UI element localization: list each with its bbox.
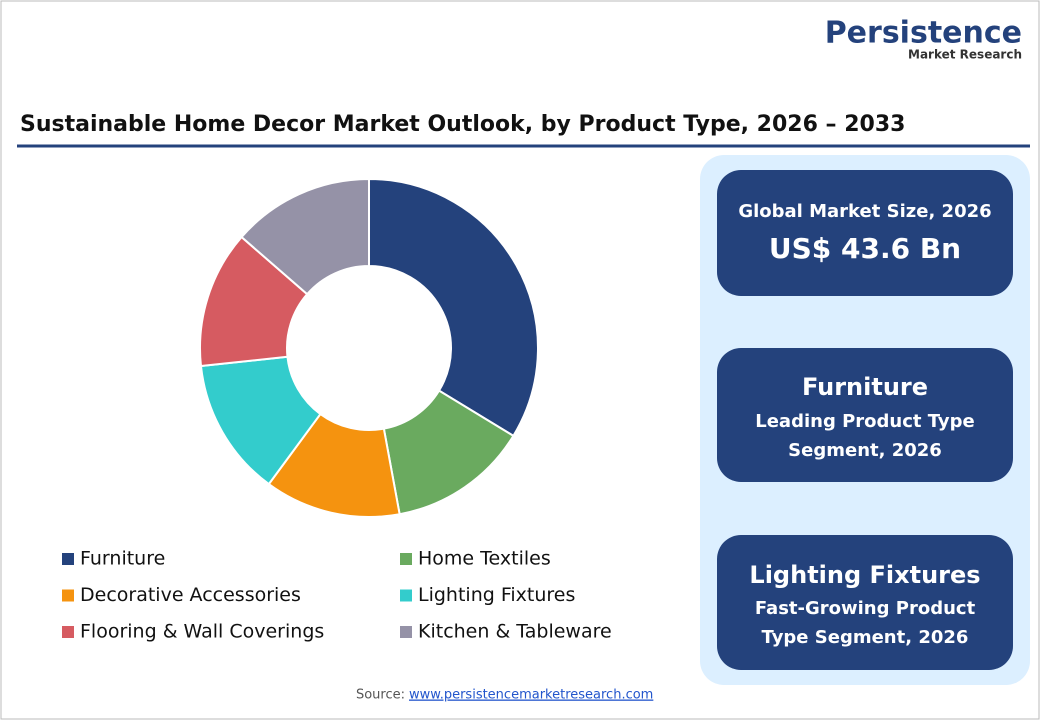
legend-swatch: [400, 553, 412, 565]
stat-value: US$ 43.6 Bn: [769, 232, 961, 265]
stat-value: Furniture: [802, 373, 928, 401]
legend-swatch: [62, 626, 74, 638]
source-prefix: Source:: [356, 688, 405, 703]
legend-label: Flooring & Wall Coverings: [80, 621, 324, 643]
logo-tagline: Market Research: [908, 48, 1022, 62]
legend-swatch: [62, 589, 74, 602]
stat-label: Leading Product Type: [755, 411, 975, 432]
donut-slice: [368, 177, 539, 438]
legend-swatch: [62, 553, 74, 565]
stat-label: Global Market Size, 2026: [738, 201, 991, 222]
stat-value: Lighting Fixtures: [749, 561, 980, 589]
legend-swatch: [400, 589, 412, 602]
stat-card: [717, 535, 1013, 670]
stat-label: Segment, 2026: [788, 440, 942, 461]
stat-card: [717, 170, 1013, 296]
stat-label: Fast-Growing Product: [755, 598, 976, 619]
legend-swatch: [400, 626, 412, 638]
chart-title: Sustainable Home Decor Market Outlook, b…: [20, 112, 905, 137]
legend-label: Home Textiles: [418, 548, 551, 570]
logo-name: Persistence: [825, 16, 1022, 51]
legend-label: Furniture: [80, 548, 165, 570]
legend-label: Lighting Fixtures: [418, 584, 575, 606]
stat-label: Type Segment, 2026: [762, 627, 969, 648]
source-link[interactable]: www.persistencemarketresearch.com: [409, 688, 653, 703]
legend-label: Kitchen & Tableware: [418, 621, 612, 643]
donut-slice: [240, 177, 370, 296]
stat-card: [717, 348, 1013, 482]
legend-label: Decorative Accessories: [80, 584, 301, 606]
